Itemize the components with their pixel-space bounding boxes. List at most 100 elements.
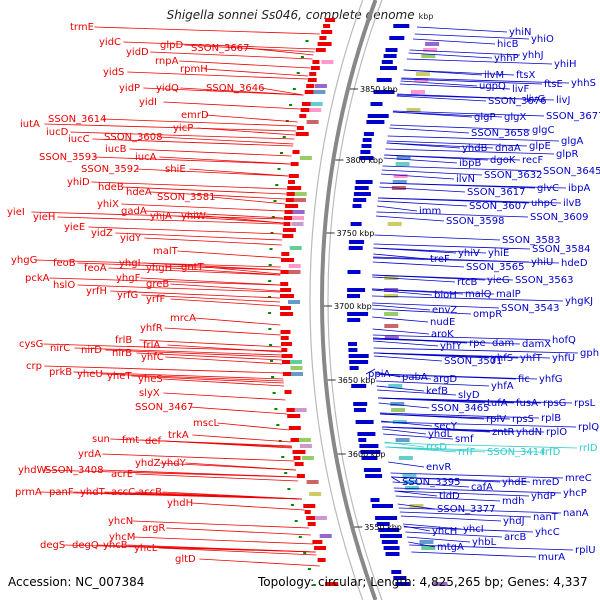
gene-label-ibpB: ibpB [459, 158, 481, 169]
gene-label-yhbL: yhbL [472, 537, 497, 548]
position-tick [277, 168, 281, 170]
position-tick [273, 200, 277, 202]
leader-line-left-83 [191, 502, 305, 511]
gene-label-mrcA: mrcA [170, 313, 196, 324]
gene-label-argD: argD [433, 374, 457, 385]
gene-label-accC: accC [111, 487, 135, 498]
leader-line-right-54 [371, 295, 564, 302]
leader-line-right-109 [399, 511, 532, 518]
gene-label-rplV: rplV [486, 414, 506, 425]
gene-label-ilvB: ilvB [563, 198, 581, 209]
gene-label-iucD: iucD [46, 127, 69, 138]
position-tick [282, 136, 286, 138]
gene-label-ugpQ: ugpQ [479, 81, 506, 92]
leader-line-left-65 [163, 392, 286, 401]
gene-label-yhdT: yhdT [80, 487, 106, 498]
leader-line-right-7 [403, 69, 515, 76]
gene-label-glvC: glvC [537, 183, 559, 194]
leader-line-right-106 [393, 487, 562, 494]
track-feature-block [391, 408, 406, 412]
gene-label-SSON_3501: SSON_3501 [444, 356, 503, 367]
gene-label-ilvN: ilvN [456, 174, 475, 185]
gene-label-bioH: bioH [434, 290, 457, 301]
gene-label-hslO: hslO [53, 280, 75, 291]
forward-feature-block [285, 198, 296, 202]
gene-label-rrlD: rrlD [579, 443, 598, 454]
gene-label-dgoK: dgoK [490, 155, 516, 166]
track-feature-block [319, 534, 332, 538]
reverse-feature-block [350, 222, 362, 226]
forward-feature-block [284, 210, 296, 214]
leader-line-left-28 [121, 203, 285, 212]
track-feature-block [421, 54, 436, 58]
gene-label-yieG: yieG [487, 275, 510, 286]
gene-label-yidY: yidY [120, 233, 142, 244]
leader-line-left-30 [174, 215, 284, 224]
ruler-label-0: 3850 kbp [360, 85, 398, 94]
gene-label-uhpC: uhpC [531, 198, 557, 209]
leader-line-right-51 [371, 289, 433, 296]
gene-label-SSON_3617: SSON_3617 [467, 187, 526, 198]
gene-label-mreD: mreD [532, 477, 560, 488]
track-feature-block [306, 480, 319, 484]
gene-label-SSON_3395: SSON_3395 [402, 477, 461, 488]
leader-line-right-25 [383, 157, 458, 164]
leader-line-right-89 [381, 426, 545, 433]
gene-label-ftsE: ftsE [544, 79, 563, 90]
genome-title-text: Shigella sonnei Ss046, complete genome [166, 8, 415, 22]
gene-label-trmE: trmE [70, 22, 94, 33]
leader-line-right-117 [408, 541, 436, 548]
gene-label-SSON_3676: SSON_3676 [488, 96, 547, 107]
track-feature-block [384, 324, 399, 328]
track-feature-block [384, 312, 399, 316]
gene-label-yheT: yheT [107, 371, 132, 382]
leader-line-right-23 [386, 140, 528, 147]
reverse-feature-block [385, 48, 398, 52]
reverse-feature-block [347, 318, 361, 322]
gene-label-iucC: iucC [68, 134, 90, 145]
leader-line-right-2 [414, 33, 530, 40]
forward-feature-block [280, 288, 292, 292]
track-feature-block [384, 336, 399, 340]
position-tick [270, 360, 273, 362]
reverse-feature-block [365, 474, 383, 478]
leader-line-left-3 [245, 47, 314, 56]
leader-line-left-56 [105, 349, 282, 358]
reverse-feature-block [362, 138, 372, 142]
leader-line-right-93 [384, 441, 425, 448]
gene-label-yhcN: yhcN [108, 516, 133, 527]
gene-label-gltD: gltD [175, 554, 196, 565]
gene-label-shiE: shiE [165, 164, 186, 175]
gene-label-pckA: pckA [25, 273, 50, 284]
position-tick [287, 488, 291, 490]
leader-line-left-21 [159, 156, 291, 165]
leader-line-right-0 [416, 26, 508, 33]
gene-label-cysG: cysG [19, 339, 43, 350]
leader-line-right-70 [365, 368, 376, 375]
forward-feature-block [303, 504, 316, 508]
gene-label-iutA: iutA [20, 119, 40, 130]
track-feature-block [288, 270, 301, 274]
track-feature-block [392, 180, 407, 184]
position-tick [307, 568, 311, 570]
leader-line-left-66 [189, 406, 288, 415]
forward-feature-block [296, 474, 305, 478]
leader-line-left-17 [92, 138, 294, 147]
gene-label-yhiE: yhiE [488, 248, 509, 259]
forward-feature-block [281, 252, 290, 256]
gene-label-rnpA: rnpA [155, 56, 179, 67]
leader-line-left-44 [49, 277, 281, 286]
leader-line-left-74 [185, 462, 297, 471]
gene-label-SSON_3563: SSON_3563 [515, 275, 574, 286]
reverse-feature-block [376, 78, 392, 82]
leader-line-right-33 [379, 186, 466, 193]
gene-label-SSON_3658: SSON_3658 [471, 128, 530, 139]
gene-label-iucA: iucA [135, 152, 157, 163]
leader-line-left-27 [211, 196, 286, 205]
track-feature-block [393, 174, 408, 178]
leader-line-left-64 [162, 378, 285, 387]
leader-line-left-10 [260, 87, 304, 96]
gene-label-SSON_3598: SSON_3598 [446, 216, 505, 227]
track-feature-block [291, 372, 303, 376]
